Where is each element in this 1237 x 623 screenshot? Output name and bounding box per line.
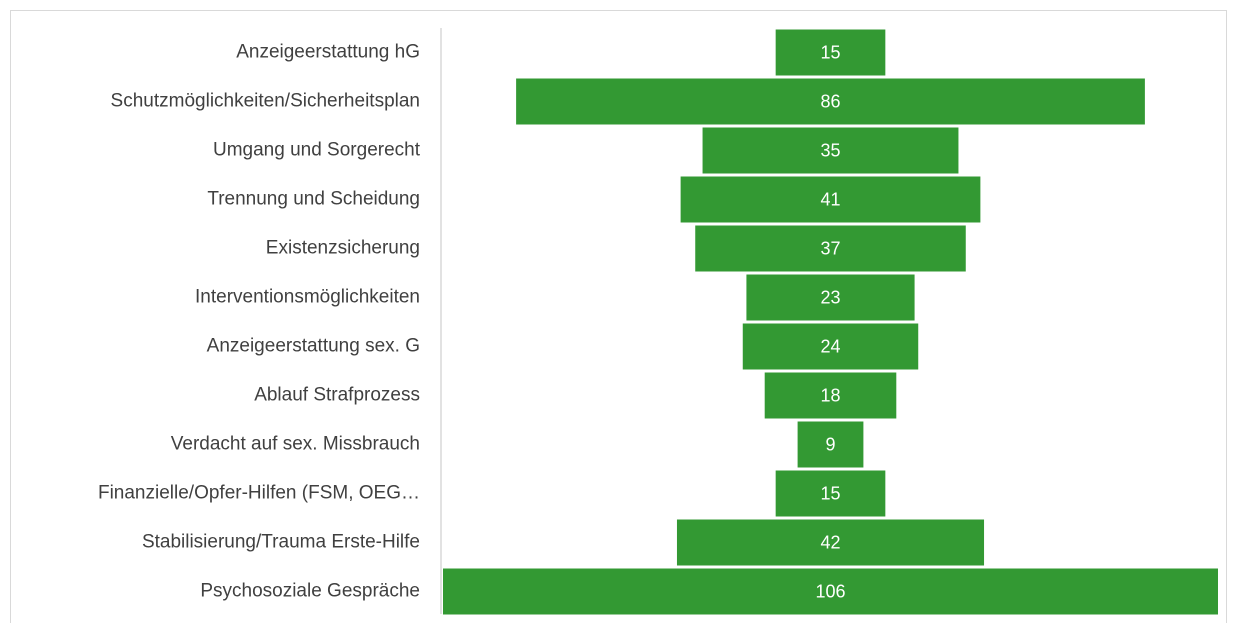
value-label: 15	[820, 483, 840, 503]
value-label: 24	[820, 336, 840, 356]
value-label: 35	[820, 140, 840, 160]
funnel-bar	[746, 274, 915, 321]
value-label: 18	[820, 385, 840, 405]
value-label: 42	[820, 532, 840, 552]
funnel-bar	[775, 470, 886, 517]
category-label: Umgang und Sorgerecht	[213, 140, 421, 161]
category-label: Anzeigeerstattung hG	[236, 42, 420, 63]
category-label: Ablauf Strafprozess	[254, 385, 420, 406]
value-label: 106	[815, 581, 845, 601]
funnel-bar	[775, 29, 886, 76]
funnel-bar	[702, 127, 959, 174]
value-label: 9	[825, 434, 835, 454]
category-label: Stabilisierung/Trauma Erste-Hilfe	[142, 532, 420, 553]
value-label: 15	[820, 42, 840, 62]
funnel-bar	[443, 568, 1218, 615]
funnel-bar	[797, 421, 864, 468]
funnel-bar	[764, 372, 897, 419]
funnel-bar	[676, 519, 985, 566]
category-label: Trennung und Scheidung	[207, 189, 420, 210]
value-label: 37	[820, 238, 840, 258]
value-label: 86	[820, 91, 840, 111]
category-label: Interventionsmöglichkeiten	[195, 287, 420, 308]
value-label: 41	[820, 189, 840, 209]
funnel-bar	[695, 225, 966, 272]
chart-border	[10, 10, 1227, 623]
category-label: Verdacht auf sex. Missbrauch	[171, 434, 420, 455]
category-label: Schutzmöglichkeiten/Sicherheitsplan	[111, 91, 420, 112]
category-label: Psychosoziale Gespräche	[200, 581, 420, 602]
funnel-bar	[742, 323, 919, 370]
funnel-bar	[680, 176, 981, 223]
category-label: Existenzsicherung	[266, 238, 420, 259]
category-label: Finanzielle/Opfer-Hilfen (FSM, OEG…	[98, 483, 420, 504]
funnel-bar	[516, 78, 1145, 125]
value-label: 23	[820, 287, 840, 307]
category-label: Anzeigeerstattung sex. G	[207, 336, 420, 357]
